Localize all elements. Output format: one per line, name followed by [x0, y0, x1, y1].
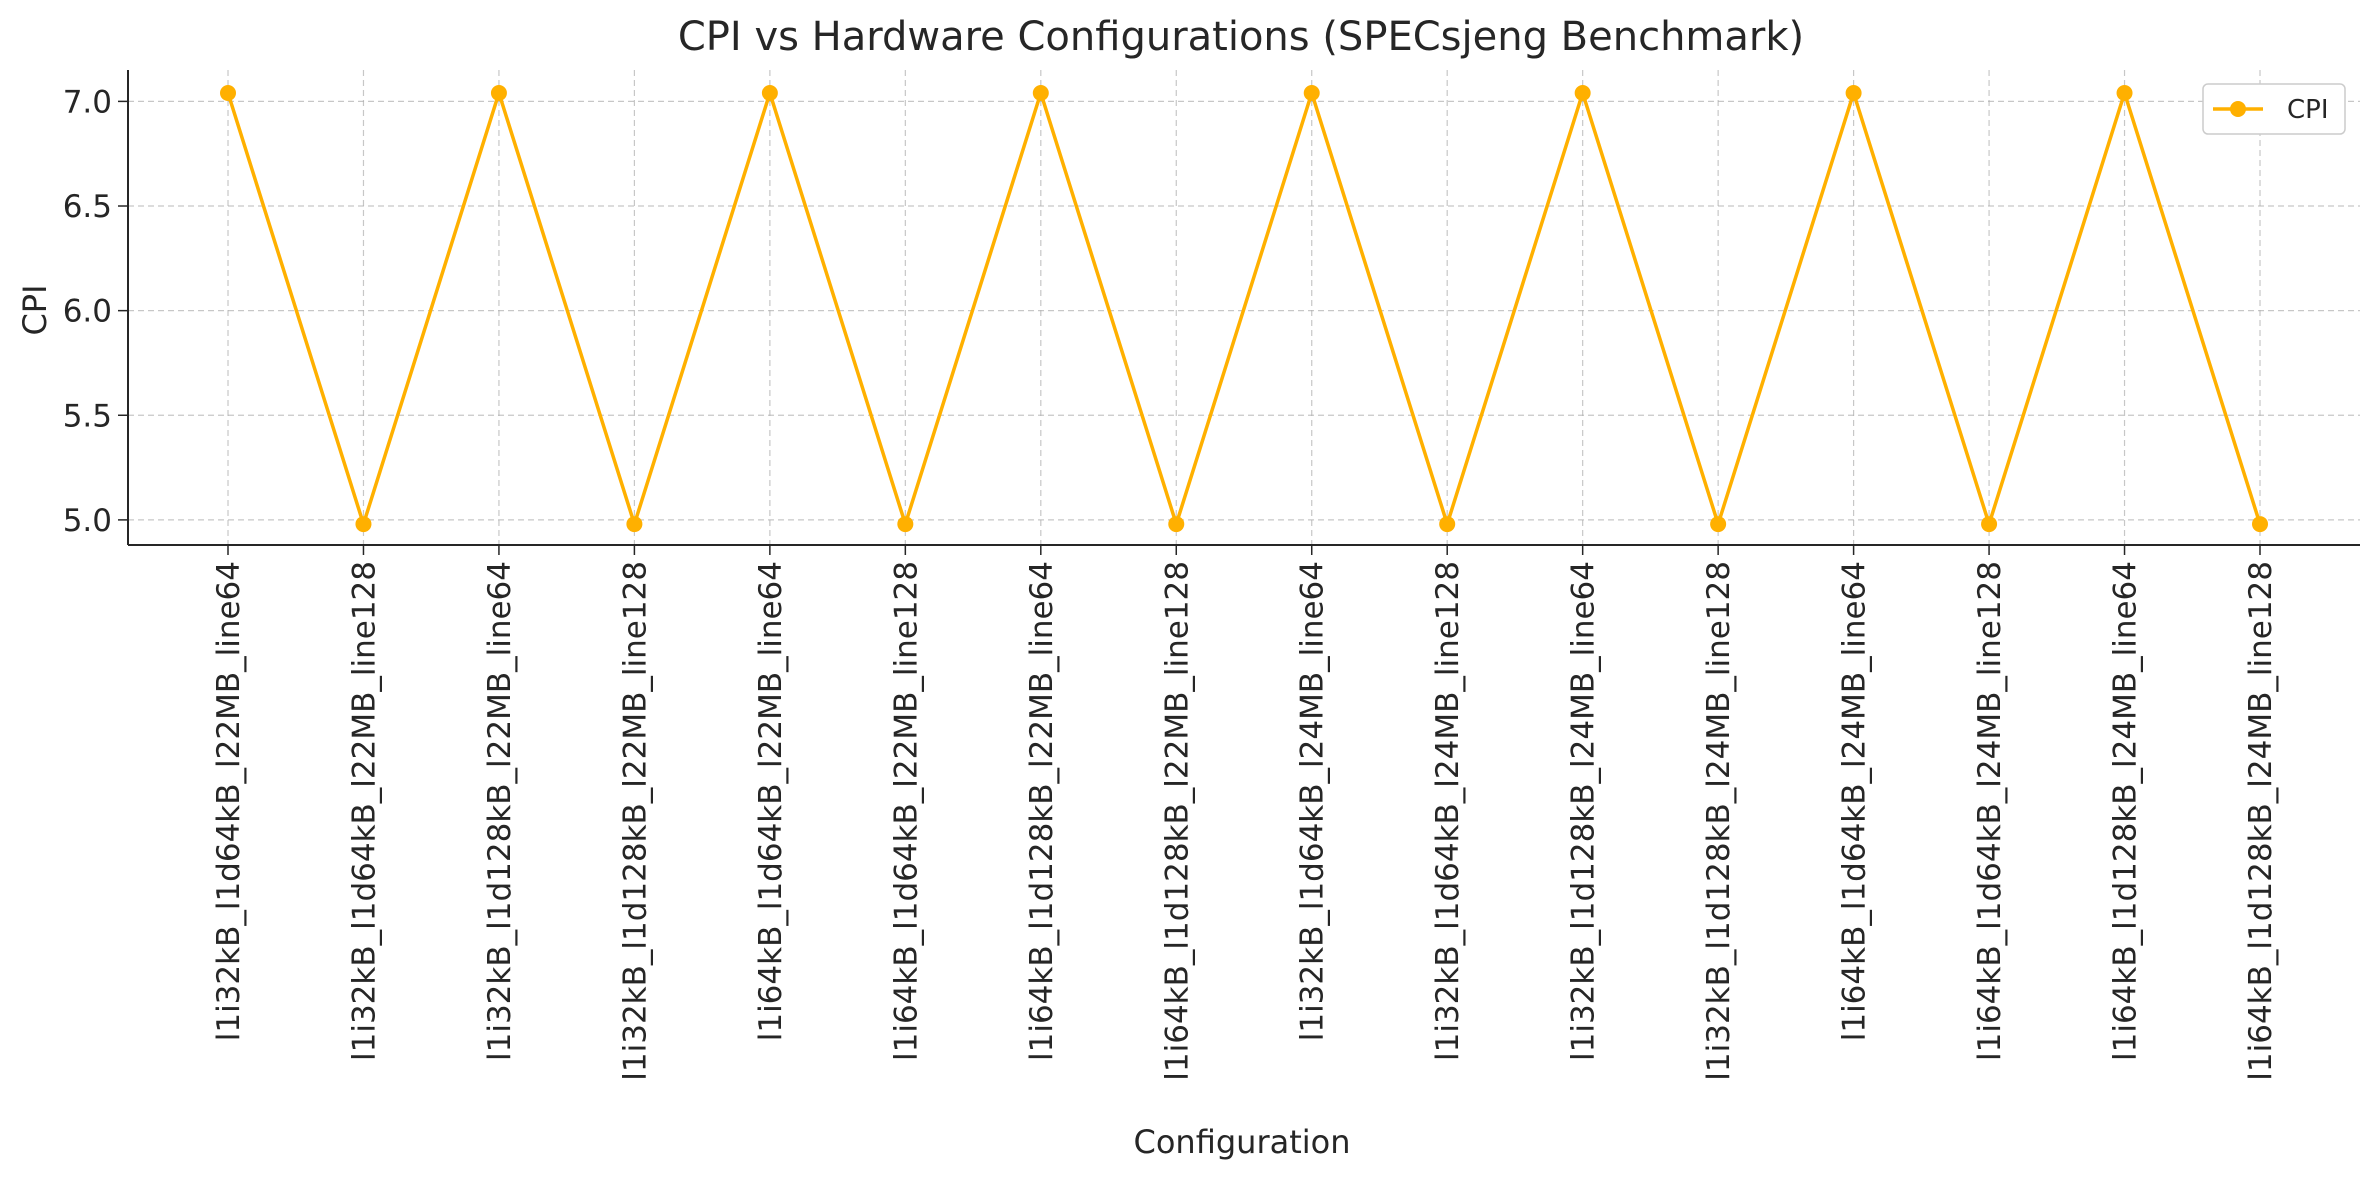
x-tick-label: l1i64kB_l1d128kB_l24MB_line64 [2108, 561, 2144, 1061]
x-tick-label: l1i64kB_l1d128kB_l24MB_line128 [2243, 561, 2279, 1081]
x-tick-label: l1i32kB_l1d64kB_l22MB_line64 [211, 561, 247, 1041]
data-point-cpi [2116, 85, 2133, 102]
data-point-cpi [1574, 85, 1591, 102]
data-point-cpi [2252, 516, 2268, 533]
axes [127, 70, 2360, 546]
data-point-cpi [1845, 85, 1862, 102]
y-axis-label: CPI [16, 284, 54, 335]
data-point-cpi [1032, 85, 1049, 102]
data-point-cpi [897, 516, 914, 533]
x-tick-label: l1i64kB_l1d64kB_l24MB_line64 [1837, 561, 1873, 1041]
data-point-cpi [1439, 516, 1456, 533]
x-tick-label: l1i32kB_l1d128kB_l22MB_line128 [617, 561, 653, 1081]
data-point-cpi [761, 85, 778, 102]
data-point-cpi [220, 85, 236, 102]
x-tick-label: l1i32kB_l1d128kB_l24MB_line64 [1566, 561, 1602, 1061]
y-tick-label: 5.5 [63, 398, 112, 434]
legend: CPI [2202, 83, 2346, 135]
data-point-cpi [355, 516, 372, 533]
x-tick-label: l1i32kB_l1d64kB_l24MB_line128 [1430, 561, 1466, 1061]
y-tick-label: 6.5 [63, 189, 112, 225]
data-point-cpi [1303, 85, 1320, 102]
x-tick-label: l1i64kB_l1d128kB_l22MB_line128 [1159, 561, 1195, 1081]
x-tick-label: l1i32kB_l1d128kB_l24MB_line128 [1701, 561, 1737, 1081]
x-axis-ticks: l1i32kB_l1d64kB_l22MB_line64 l1i32kB_l1d6… [211, 545, 2279, 1081]
legend-box [2202, 83, 2346, 135]
x-tick-label: l1i64kB_l1d128kB_l22MB_line64 [1024, 561, 1060, 1061]
x-tick-label: l1i64kB_l1d64kB_l22MB_line128 [888, 561, 924, 1061]
x-tick-label: l1i64kB_l1d64kB_l22MB_line64 [753, 561, 789, 1041]
x-tick-label: l1i32kB_l1d64kB_l22MB_line128 [346, 561, 382, 1061]
x-tick-label: l1i64kB_l1d64kB_l24MB_line128 [1972, 561, 2008, 1061]
x-tick-label: l1i32kB_l1d128kB_l22MB_line64 [482, 561, 518, 1061]
y-tick-label: 7.0 [63, 84, 112, 120]
x-axis-label: Configuration [1133, 1123, 1350, 1161]
chart-title: CPI vs Hardware Configurations (SPECsjen… [678, 14, 1804, 60]
data-point-cpi [1981, 516, 1998, 533]
y-tick-label: 6.0 [63, 294, 112, 330]
data-point-cpi [626, 516, 643, 533]
legend-label: CPI [2287, 95, 2329, 125]
data-point-cpi [1710, 516, 1727, 533]
y-axis-ticks: 5.0 5.5 6.0 6.5 7.0 [63, 84, 128, 539]
series-layer [220, 85, 2268, 533]
data-point-cpi [1168, 516, 1185, 533]
data-point-cpi [490, 85, 507, 102]
x-tick-label: l1i32kB_l1d64kB_l24MB_line64 [1295, 561, 1331, 1041]
y-tick-label: 5.0 [63, 503, 112, 539]
series-line-cpi [226, 87, 2262, 530]
legend-marker-swatch [2230, 101, 2246, 117]
